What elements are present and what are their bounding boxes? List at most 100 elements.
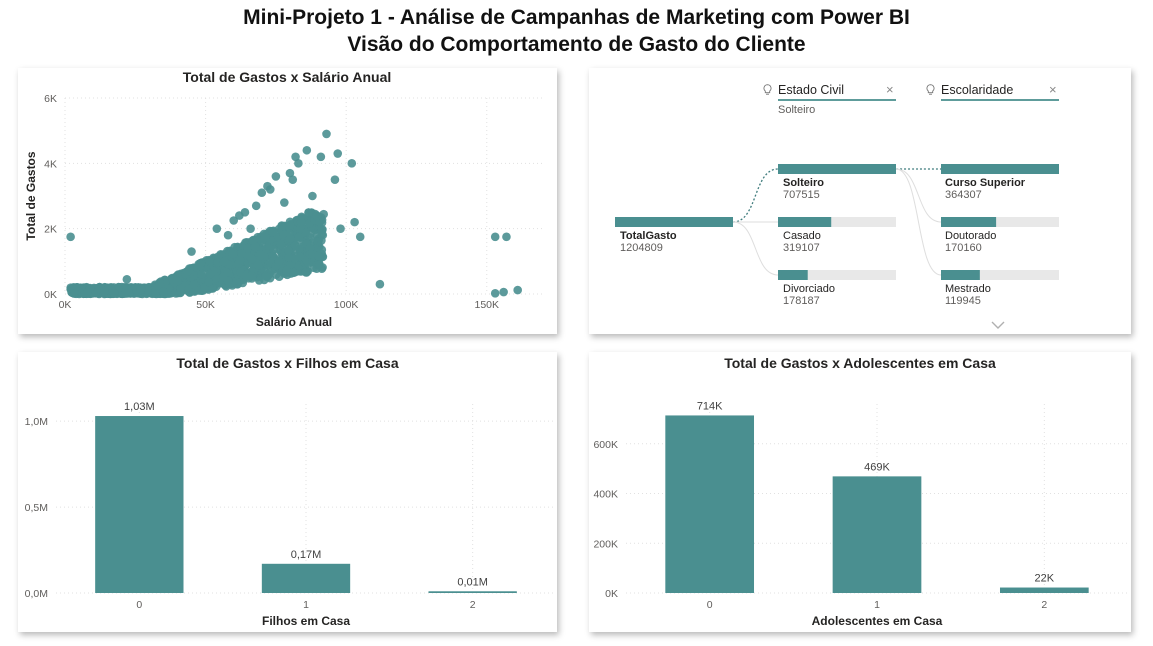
scatter-point[interactable]: [336, 224, 345, 233]
close-icon[interactable]: ×: [886, 82, 894, 97]
scatter-point[interactable]: [288, 175, 298, 184]
y-tick-label: 1,0M: [25, 416, 48, 428]
scatter-point[interactable]: [490, 289, 500, 298]
scatter-point[interactable]: [294, 159, 303, 168]
bar-2[interactable]: [428, 591, 517, 593]
scatter-point[interactable]: [251, 201, 261, 211]
scatter-point[interactable]: [223, 230, 233, 240]
scatter-point[interactable]: [308, 191, 317, 201]
bar-1[interactable]: [261, 563, 351, 593]
scatter-point[interactable]: [257, 188, 267, 198]
y-tick-label: 200K: [593, 538, 618, 550]
scatter-point: [304, 208, 313, 217]
close-icon[interactable]: ×: [1049, 82, 1057, 97]
scatter-point[interactable]: [280, 198, 289, 207]
bar-0[interactable]: [665, 415, 755, 593]
scatter-point: [204, 255, 214, 265]
node-label-mestrado[interactable]: Mestrado: [945, 283, 991, 295]
scatter-point[interactable]: [355, 232, 365, 242]
bar-0[interactable]: [95, 416, 184, 593]
node-bar-casado[interactable]: [778, 217, 832, 227]
scatter-point[interactable]: [229, 216, 239, 225]
node-bar-solteiro[interactable]: [778, 164, 896, 174]
bar-chart-filhos[interactable]: Total de Gastos x Filhos em Casa 0,0M 0,5M…: [18, 352, 557, 632]
scatter-chart[interactable]: Total de Gastos x Salário Anual 0K 2K 4K 6K 0…: [18, 68, 557, 334]
level-underline: [778, 99, 896, 101]
scatter-point[interactable]: [350, 217, 359, 227]
lightbulb-icon[interactable]: [926, 84, 935, 96]
node-label-casado[interactable]: Casado: [783, 230, 821, 242]
root-node-label[interactable]: TotalGasto: [620, 230, 677, 242]
decomposition-tree-card[interactable]: Estado Civil × Solteiro Escolaridade × T…: [589, 68, 1131, 334]
level-title-escolaridade[interactable]: Escolaridade: [941, 83, 1014, 97]
scatter-point: [286, 220, 295, 230]
connector: [895, 168, 942, 276]
page-title-line2: Visão do Comportamento de Gasto do Clien…: [347, 33, 806, 56]
data-label: 469K: [864, 461, 890, 473]
scatter-point: [114, 282, 123, 292]
scatter-point[interactable]: [246, 224, 255, 233]
scatter-point[interactable]: [490, 232, 500, 242]
scatter-point[interactable]: [265, 185, 275, 194]
scatter-point[interactable]: [502, 232, 511, 242]
data-label: 1,03M: [124, 401, 155, 413]
bar-chart-filhos-card[interactable]: Total de Gastos x Filhos em Casa 0,0M 0,5M…: [18, 352, 557, 632]
scatter-point: [120, 289, 130, 298]
data-label: 0,17M: [291, 549, 322, 561]
root-node-bar[interactable]: [615, 217, 733, 227]
scatter-point[interactable]: [499, 287, 508, 297]
y-tick-label: 600K: [593, 439, 618, 451]
bar-chart-adolescentes-card[interactable]: Total de Gastos x Adolescentes em Casa 0K…: [589, 352, 1131, 632]
scatter-point[interactable]: [240, 208, 250, 217]
scatter-point[interactable]: [285, 168, 295, 178]
scatter-point: [212, 273, 221, 283]
scatter-point[interactable]: [296, 217, 306, 227]
scatter-point[interactable]: [291, 152, 300, 162]
node-bar-divorciado[interactable]: [778, 270, 808, 280]
scatter-point[interactable]: [212, 224, 222, 233]
scatter-point[interactable]: [159, 287, 168, 296]
node-value-divorciado: 178187: [783, 295, 820, 307]
scatter-point: [223, 276, 233, 286]
scatter-point[interactable]: [302, 145, 312, 155]
scatter-point[interactable]: [187, 247, 196, 256]
scatter-point[interactable]: [122, 275, 132, 284]
node-label-divorciado[interactable]: Divorciado: [783, 283, 835, 295]
scatter-chart-card[interactable]: Total de Gastos x Salário Anual 0K 2K 4K 6K 0…: [18, 68, 557, 334]
scatter-point[interactable]: [322, 129, 331, 139]
scatter-point[interactable]: [330, 175, 340, 184]
scatter-point: [289, 268, 298, 278]
scatter-point[interactable]: [83, 287, 92, 297]
scatter-point[interactable]: [375, 279, 385, 289]
scatter-point: [194, 259, 204, 269]
node-value-solteiro: 707515: [783, 189, 820, 201]
data-label: 0,01M: [457, 576, 488, 588]
scatter-point[interactable]: [347, 159, 357, 168]
scatter-point[interactable]: [333, 149, 343, 158]
node-bar-mestrado[interactable]: [941, 270, 980, 280]
scatter-point: [197, 270, 206, 279]
node-label-curso-superior[interactable]: Curso Superior: [945, 177, 1026, 189]
level-title-estado-civil[interactable]: Estado Civil: [778, 83, 844, 97]
bar-1[interactable]: [832, 476, 922, 593]
connector: [895, 168, 942, 223]
node-bar-doutorado[interactable]: [941, 217, 997, 227]
bar-chart-adolescentes[interactable]: Total de Gastos x Adolescentes em Casa 0K…: [589, 352, 1131, 632]
scatter-point: [314, 251, 323, 261]
bar-2[interactable]: [999, 587, 1089, 593]
scatter-point[interactable]: [271, 172, 281, 181]
node-label-solteiro[interactable]: Solteiro: [783, 177, 824, 189]
node-value-doutorado: 170160: [945, 242, 982, 254]
scatter-point[interactable]: [316, 152, 326, 162]
scatter-point: [274, 257, 284, 266]
node-value-curso-superior: 364307: [945, 189, 982, 201]
lightbulb-icon[interactable]: [763, 84, 772, 96]
scatter-point: [109, 288, 119, 298]
node-bar-curso-superior[interactable]: [941, 164, 1059, 174]
node-bar-casado-track: [778, 217, 896, 227]
scatter-point[interactable]: [513, 285, 522, 295]
node-label-doutorado[interactable]: Doutorado: [945, 230, 997, 242]
chevron-down-icon[interactable]: [991, 321, 1005, 330]
y-tick-label: 0,0M: [25, 588, 48, 600]
scatter-point[interactable]: [66, 232, 75, 242]
